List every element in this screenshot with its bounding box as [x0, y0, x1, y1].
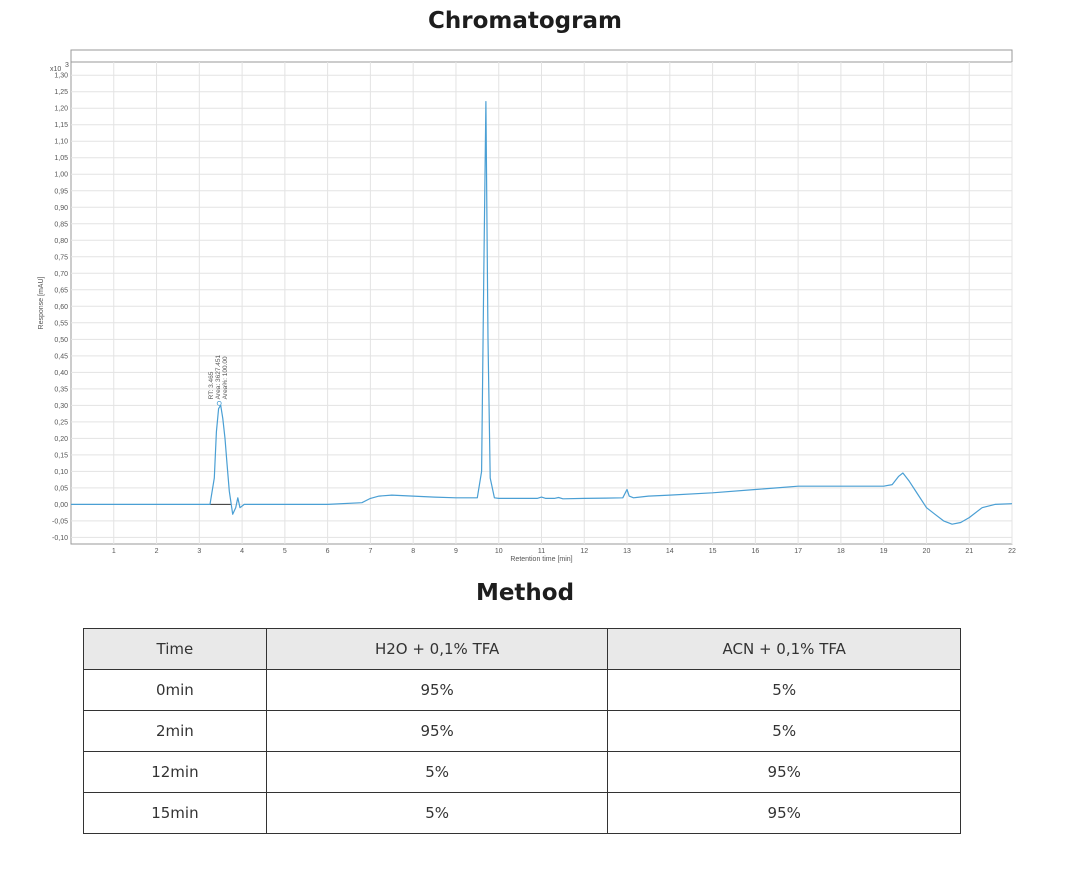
header-acn: ACN + 0,1% TFA: [607, 628, 961, 670]
x-tick-label: 10: [495, 548, 503, 555]
cell-acn: 5%: [607, 710, 961, 752]
y-tick-label: 0,25: [54, 419, 68, 426]
method-header-row: Time H2O + 0,1% TFA ACN + 0,1% TFA: [83, 628, 961, 670]
cell-time: 0min: [83, 669, 267, 711]
x-tick-label: 8: [411, 548, 415, 555]
x-tick-label: 6: [326, 548, 330, 555]
y-tick-label: 0,90: [54, 205, 68, 212]
y-tick-label: 0,10: [54, 469, 68, 476]
x-tick-label: 4: [240, 548, 244, 555]
y-tick-label: 0,60: [54, 304, 68, 311]
y-tick-label: 0,05: [54, 485, 68, 492]
chromatogram-chart: 1 2 3 4 5 6 7 8 9 10 11 12 13 14 15 16 17 18 19 20 21 22-0,10…: [38, 49, 1016, 563]
y-tick-label: 1,25: [54, 89, 68, 96]
y-tick-label: 0,65: [54, 287, 68, 294]
x-axis-label: Retention time [min]: [510, 556, 572, 563]
y-tick-label: 0,95: [54, 188, 68, 195]
cell-h2o: 95%: [265, 710, 609, 752]
cell-acn: 95%: [607, 751, 961, 793]
x-tick-label: 21: [965, 548, 973, 555]
x-tick-label: 11: [538, 548, 545, 555]
y-tick-label: 1,15: [54, 122, 68, 129]
x-tick-label: 3: [197, 548, 201, 555]
y-tick-label: -0,05: [52, 518, 68, 525]
cell-h2o: 95%: [265, 669, 609, 711]
y-tick-label: 0,40: [54, 370, 68, 377]
y-tick-label: 0,50: [54, 337, 68, 344]
header-time: Time: [83, 628, 267, 670]
y-tick-label: 0,55: [54, 320, 68, 327]
cell-acn: 5%: [607, 669, 961, 711]
x-tick-label: 16: [751, 548, 759, 555]
x-tick-label: 18: [837, 548, 845, 555]
y-tick-label: 1,30: [54, 73, 68, 80]
y-tick-label: 0,20: [54, 436, 68, 443]
cell-acn: 95%: [607, 792, 961, 834]
x-tick-label: 14: [666, 548, 674, 555]
y-tick-label: 0,35: [54, 386, 68, 393]
y-tick-label: 0,75: [54, 254, 68, 261]
y-tick-label: 0,70: [54, 271, 68, 278]
table-row: 12min 5% 95%: [83, 751, 961, 793]
header-h2o: H2O + 0,1% TFA: [265, 628, 609, 670]
y-tick-label: 0,00: [54, 502, 68, 509]
x-tick-label: 1: [112, 548, 116, 555]
y-tick-label: -0,10: [52, 535, 68, 542]
cell-h2o: 5%: [265, 751, 609, 793]
y-tick-label: 0,85: [54, 221, 68, 228]
y-tick-label: 0,45: [54, 353, 68, 360]
peak-annotation-text: Area: 3627.451: [215, 355, 222, 400]
chart-title: Chromatogram: [428, 8, 622, 34]
x-tick-label: 9: [454, 548, 458, 555]
table-row: 2min 95% 5%: [83, 710, 961, 752]
y-tick-label: 1,20: [54, 106, 68, 113]
x-tick-label: 20: [923, 548, 931, 555]
y-tick-label: 0,15: [54, 452, 68, 459]
x-tick-label: 7: [368, 548, 372, 555]
x-tick-label: 15: [709, 548, 717, 555]
cell-time: 12min: [83, 751, 267, 793]
y-tick-label: 1,05: [54, 155, 68, 162]
y-tick-label: 1,10: [54, 139, 68, 146]
peak-marker: [216, 400, 222, 406]
table-row: 0min 95% 5%: [83, 669, 961, 711]
cell-h2o: 5%: [265, 792, 609, 834]
x-tick-label: 13: [623, 548, 631, 555]
cell-time: 15min: [83, 792, 267, 834]
y-tick-label: 0,30: [54, 403, 68, 410]
peak-annotation-text: Area%: 100.00: [222, 356, 229, 399]
x-tick-label: 19: [880, 548, 888, 555]
y-multiplier-exponent: 3: [65, 62, 69, 69]
y-multiplier-label: x10: [50, 66, 61, 73]
table-row: 15min 5% 95%: [83, 792, 961, 834]
peak-annotation-text: RT: 3.465: [208, 371, 215, 399]
x-tick-label: 22: [1008, 548, 1016, 555]
chromatogram-trace: [71, 100, 1013, 525]
y-axis-label: Response [mAU]: [38, 276, 45, 329]
y-tick-label: 1,00: [54, 172, 68, 179]
x-tick-label: 12: [580, 548, 588, 555]
x-tick-label: 5: [283, 548, 287, 555]
method-table: Time H2O + 0,1% TFA ACN + 0,1% TFA 0min …: [83, 628, 961, 834]
y-tick-label: 0,80: [54, 238, 68, 245]
cell-time: 2min: [83, 710, 267, 752]
method-title: Method: [475, 580, 575, 606]
x-tick-label: 2: [155, 548, 159, 555]
x-tick-label: 17: [794, 548, 802, 555]
